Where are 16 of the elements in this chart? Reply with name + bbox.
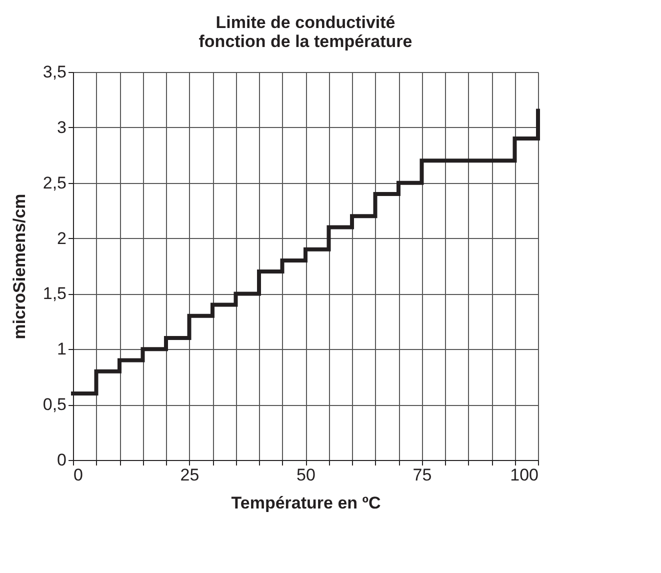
y-tick-label: 0,5 [42, 395, 66, 414]
x-tick-label: 0 [74, 466, 83, 484]
chart-title: Limite de conductivité fonction de la température [198, 13, 412, 51]
x-tick-label: 100 [510, 466, 538, 484]
y-tick-label: 0 [57, 450, 66, 470]
y-tick-label: 2,5 [42, 173, 66, 192]
y-tick-label: 3 [57, 118, 66, 137]
y-tick-label: 3,5 [42, 62, 66, 82]
x-tick-label: 75 [412, 466, 432, 484]
y-tick-label: 1 [57, 340, 66, 359]
y-tick-label: 2 [57, 228, 66, 248]
y-axis-title: microSiemens/cm [10, 194, 29, 340]
x-tick-label: 50 [296, 466, 316, 484]
y-tick-label: 1,5 [42, 284, 66, 304]
x-axis-title: Température en ºC [231, 494, 381, 512]
x-tick-label: 25 [180, 466, 200, 484]
